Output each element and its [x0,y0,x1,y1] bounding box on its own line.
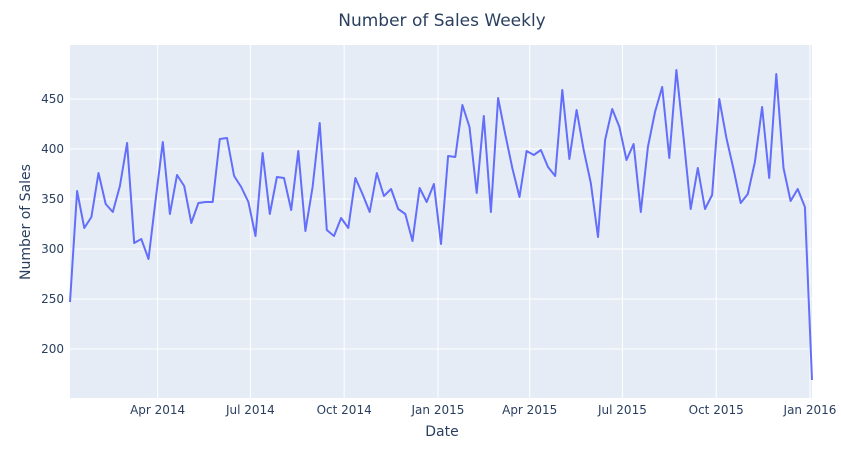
x-tick-label: Oct 2014 [317,403,372,417]
y-tick-label: 400 [41,142,64,156]
x-tick-labels: Apr 2014 Jul 2014 Oct 2014 Jan 2015 Apr 2015… [130,403,836,417]
x-axis-label: Date [425,424,458,440]
y-tick-labels: 200 250 300 350 400 450 [41,92,64,356]
chart-title: Number of Sales Weekly [338,11,546,31]
x-tick-label: Apr 2015 [502,403,557,417]
sales-line [69,69,813,381]
y-tick-label: 350 [41,192,64,206]
x-tick-label: Jan 2015 [411,403,465,417]
y-tick-label: 200 [41,342,64,356]
x-tick-label: Jul 2014 [225,403,275,417]
y-axis-label: Number of Sales [18,164,34,280]
x-tick-label: Jan 2016 [783,403,837,417]
x-tick-label: Jul 2015 [597,403,647,417]
y-tick-label: 300 [41,242,64,256]
x-tick-label: Oct 2015 [689,403,744,417]
y-tick-label: 450 [41,92,64,106]
y-tick-label: 250 [41,292,64,306]
x-tick-label: Apr 2014 [130,403,185,417]
plot-background [70,45,812,398]
